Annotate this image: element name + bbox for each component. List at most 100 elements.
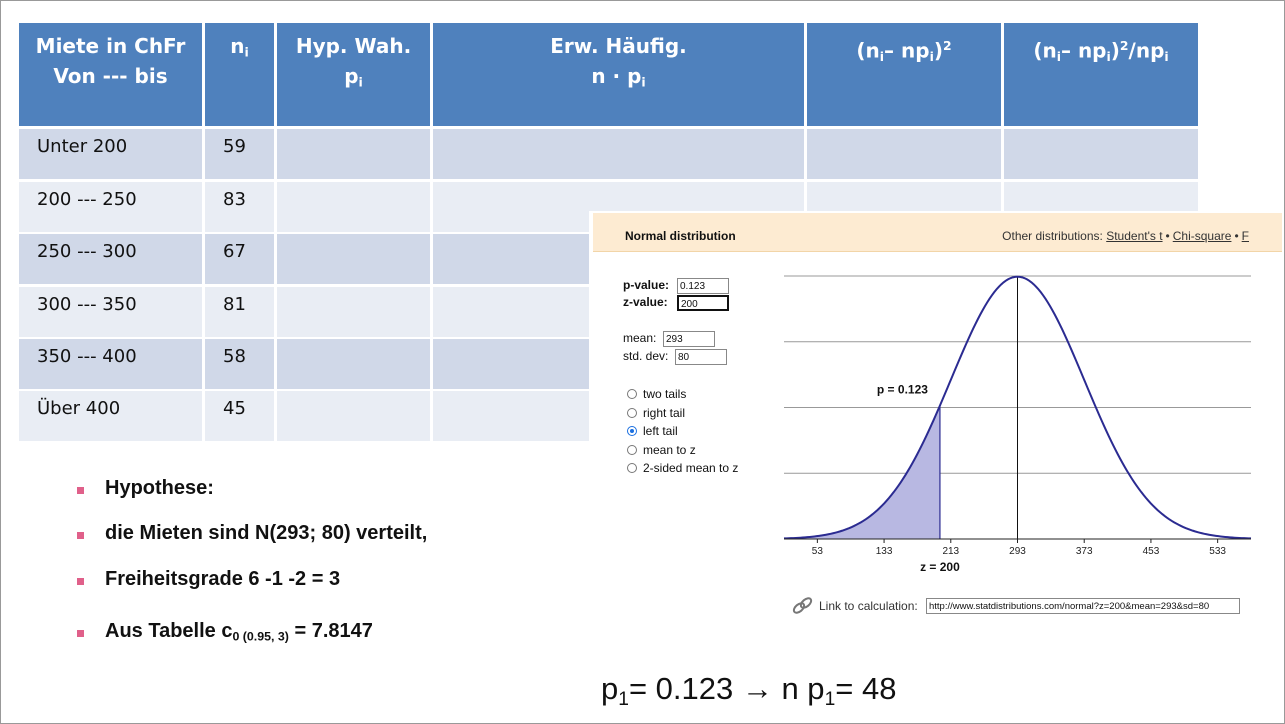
text-run: Miete in ChFr	[35, 34, 186, 58]
input-box[interactable]: 80	[675, 349, 727, 365]
table-cell: 250 --- 300	[19, 234, 202, 284]
table-cell: 59	[205, 129, 274, 179]
text-run: – np	[1060, 38, 1107, 63]
bullet-text: Aus Tabelle c0 (0.95, 3) = 7.8147	[105, 620, 373, 644]
link-label: Link to calculation:	[819, 599, 918, 613]
other-distributions: Other distributions: Student's t • Chi-squ…	[1002, 229, 1249, 243]
x-tick-label: 133	[876, 546, 893, 557]
text-run: = 48	[835, 671, 897, 706]
header-line: n · pi	[433, 61, 804, 98]
text-run: n	[230, 34, 245, 58]
subscript: i	[641, 74, 646, 90]
distribution-link[interactable]: Chi-square	[1172, 229, 1232, 243]
text-run: (n	[856, 38, 880, 63]
table-cell: 81	[205, 287, 274, 337]
text-run: – np	[884, 38, 930, 63]
input-box[interactable]: 0.123	[677, 278, 729, 294]
header-line: Miete in ChFr	[19, 31, 202, 61]
x-tick-label: 293	[1009, 546, 1026, 557]
option-label: 2-sided mean to z	[643, 461, 739, 475]
subscript: i	[879, 49, 885, 65]
subscript: i	[929, 49, 934, 65]
radio-button[interactable]	[627, 389, 637, 399]
radio-button[interactable]	[627, 407, 637, 418]
text-run: die Mieten sind N(293; 80) verteilt,	[105, 522, 428, 544]
calculator: Normal distribution Other distributions:…	[589, 211, 1284, 636]
empty-cell	[277, 182, 430, 232]
footer-formula: p1= 0.123 → n p1= 48	[601, 671, 896, 711]
title-bar	[593, 213, 1282, 252]
x-tick-label: 373	[1076, 546, 1093, 557]
empty-cell	[807, 129, 1001, 179]
header-cell: ni	[205, 23, 274, 126]
text-run: p	[344, 64, 359, 88]
header-line: (ni– npi)2	[807, 31, 1001, 72]
empty-cell	[277, 287, 430, 337]
header-line: (ni– npi)2/npi	[1004, 31, 1198, 72]
empty-cell	[277, 391, 430, 441]
header-line: Hyp. Wah.	[277, 31, 430, 61]
header-cell: (ni– npi)2/npi	[1004, 23, 1198, 126]
subscript: i	[358, 74, 363, 90]
input-box[interactable]: 200	[677, 295, 729, 311]
bullet-marker	[77, 487, 84, 494]
subscript: 0 (0.95, 3)	[232, 629, 289, 644]
other-label: Other distributions:	[1002, 229, 1103, 243]
table-cell: 58	[205, 339, 274, 389]
header-cell: Erw. Häufig. n · pi	[433, 23, 804, 126]
text-run: = 0.123 → n p	[628, 671, 825, 706]
text-run: n · p	[591, 64, 642, 88]
subscript: i	[1106, 49, 1111, 65]
bullet-marker	[77, 532, 84, 539]
text-run: (n	[1033, 38, 1057, 63]
text-run: /np	[1128, 38, 1165, 63]
subscript: i	[244, 44, 249, 60]
density-curve	[783, 275, 1252, 540]
header-cell: (ni– npi)2	[807, 23, 1001, 126]
table-cell: Unter 200	[19, 129, 202, 179]
table-cell: Über 400	[19, 391, 202, 441]
text-run: Freiheitsgrade 6 -1 -2 = 3	[105, 568, 341, 590]
radio-button[interactable]	[627, 463, 637, 473]
chart: 53 133 213 293 373 453 533 p = 0.123 z = 200	[783, 275, 1252, 574]
tail-area	[784, 405, 940, 539]
subscript: i	[1056, 49, 1061, 65]
input-label: mean:	[623, 331, 657, 345]
option-label: mean to z	[643, 442, 696, 457]
bullet-marker	[77, 630, 84, 637]
text-run: = 7.8147	[288, 620, 373, 642]
empty-cell	[277, 234, 430, 284]
table-cell: 67	[205, 234, 274, 284]
link-url[interactable]: http://www.statdistributions.com/normal?…	[926, 598, 1240, 614]
input-label: z-value:	[623, 295, 668, 309]
text-run: )	[1110, 38, 1120, 63]
text-run: Hyp. Wah.	[295, 34, 412, 58]
distribution-link[interactable]: Student's t	[1106, 229, 1163, 243]
supscript: 2	[1119, 38, 1129, 53]
subscript: 1	[824, 688, 836, 710]
input-box[interactable]: 293	[663, 331, 715, 347]
separator: •	[1234, 229, 1239, 243]
x-tick-label: 53	[812, 546, 824, 557]
empty-cell	[277, 339, 430, 389]
radio-button[interactable]	[627, 444, 637, 455]
bullet-marker	[77, 578, 84, 585]
supscript: 2	[942, 38, 952, 53]
distribution-link[interactable]: F	[1241, 229, 1249, 243]
table-cell: 300 --- 350	[19, 287, 202, 337]
x-tick-label: 533	[1209, 546, 1226, 557]
bullet-text: Freiheitsgrade 6 -1 -2 = 3	[105, 568, 340, 591]
bullet-text: Hypothese:	[105, 477, 214, 500]
text-run: Von --- bis	[53, 64, 168, 88]
table-cell: 83	[205, 182, 274, 232]
text-run: Erw. Häufig.	[550, 34, 687, 58]
empty-cell	[433, 129, 804, 179]
annotation: p = 0.123	[877, 383, 928, 397]
header-line: ni	[205, 31, 274, 68]
option-label: right tail	[643, 405, 686, 420]
x-tick-label: 213	[942, 546, 959, 557]
radio-button[interactable]	[627, 426, 637, 436]
header-line: pi	[277, 61, 430, 98]
table-cell: 200 --- 250	[19, 182, 202, 232]
option-label: left tail	[643, 424, 678, 438]
